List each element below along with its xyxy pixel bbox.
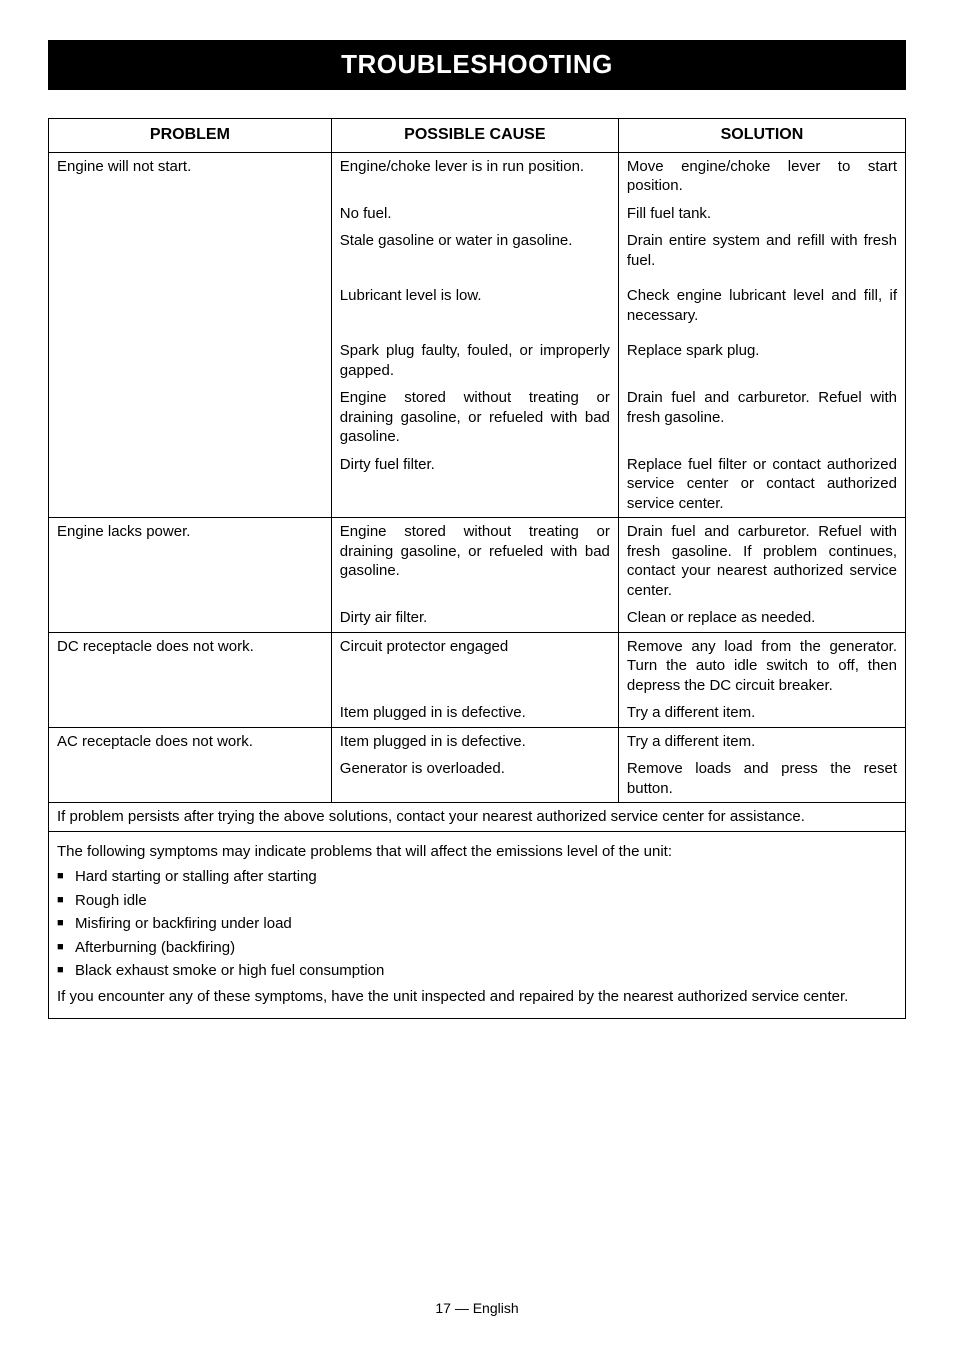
- solution-cell: Replace fuel filter or contact authorize…: [618, 451, 905, 518]
- solution-cell: Move engine/choke lever to start positio…: [618, 152, 905, 200]
- column-header-problem: PROBLEM: [49, 118, 332, 152]
- solution-cell: Try a different item.: [618, 699, 905, 727]
- solution-cell: Drain fuel and carburetor. Refuel with f…: [618, 518, 905, 605]
- problem-cell: [49, 755, 332, 803]
- list-item: Rough idle: [57, 889, 897, 913]
- problem-cell: [49, 227, 332, 274]
- cause-cell: Spark plug faulty, fouled, or improperly…: [331, 337, 618, 384]
- solution-cell: Drain fuel and carburetor. Refuel with f…: [618, 384, 905, 451]
- column-header-cause: POSSIBLE CAUSE: [331, 118, 618, 152]
- problem-cell: [49, 384, 332, 451]
- symptoms-box: The following symptoms may indicate prob…: [48, 832, 906, 1020]
- table-footer-note: If problem persists after trying the abo…: [49, 803, 906, 832]
- problem-cell: [49, 200, 332, 228]
- cause-cell: No fuel.: [331, 200, 618, 228]
- cause-cell: Circuit protector engaged: [331, 632, 618, 699]
- cause-cell: Dirty air filter.: [331, 604, 618, 632]
- list-item: Afterburning (backfiring): [57, 936, 897, 960]
- problem-cell: DC receptacle does not work.: [49, 632, 332, 699]
- solution-cell: Remove any load from the generator. Turn…: [618, 632, 905, 699]
- solution-cell: Check engine lubricant level and fill, i…: [618, 282, 905, 329]
- solution-cell: Remove loads and press the reset button.: [618, 755, 905, 803]
- solution-cell: Fill fuel tank.: [618, 200, 905, 228]
- symptoms-intro: The following symptoms may indicate prob…: [57, 842, 897, 862]
- solution-cell: Try a different item.: [618, 727, 905, 755]
- cause-cell: Item plugged in is defective.: [331, 699, 618, 727]
- cause-cell: Engine/choke lever is in run position.: [331, 152, 618, 200]
- cause-cell: Stale gasoline or water in gasoline.: [331, 227, 618, 274]
- problem-cell: [49, 699, 332, 727]
- page-title: TROUBLESHOOTING: [48, 40, 906, 90]
- list-item: Black exhaust smoke or high fuel consump…: [57, 959, 897, 983]
- problem-cell: [49, 604, 332, 632]
- solution-cell: Replace spark plug.: [618, 337, 905, 384]
- cause-cell: Item plugged in is defective.: [331, 727, 618, 755]
- problem-cell: [49, 337, 332, 384]
- cause-cell: Engine stored without treating or draini…: [331, 384, 618, 451]
- problem-cell: [49, 451, 332, 518]
- symptoms-outro: If you encounter any of these symptoms, …: [57, 987, 897, 1007]
- cause-cell: Lubricant level is low.: [331, 282, 618, 329]
- solution-cell: Drain entire system and refill with fres…: [618, 227, 905, 274]
- cause-cell: Generator is overloaded.: [331, 755, 618, 803]
- solution-cell: Clean or replace as needed.: [618, 604, 905, 632]
- cause-cell: Engine stored without treating or draini…: [331, 518, 618, 605]
- problem-cell: AC receptacle does not work.: [49, 727, 332, 755]
- page-footer: 17 — English: [48, 1299, 906, 1317]
- cause-cell: Dirty fuel filter.: [331, 451, 618, 518]
- symptom-list: Hard starting or stalling after starting…: [57, 865, 897, 983]
- problem-cell: Engine will not start.: [49, 152, 332, 200]
- problem-cell: Engine lacks power.: [49, 518, 332, 605]
- problem-cell: [49, 282, 332, 329]
- list-item: Misfiring or backfiring under load: [57, 912, 897, 936]
- troubleshooting-table: PROBLEM POSSIBLE CAUSE SOLUTION Engine w…: [48, 118, 906, 832]
- list-item: Hard starting or stalling after starting: [57, 865, 897, 889]
- column-header-solution: SOLUTION: [618, 118, 905, 152]
